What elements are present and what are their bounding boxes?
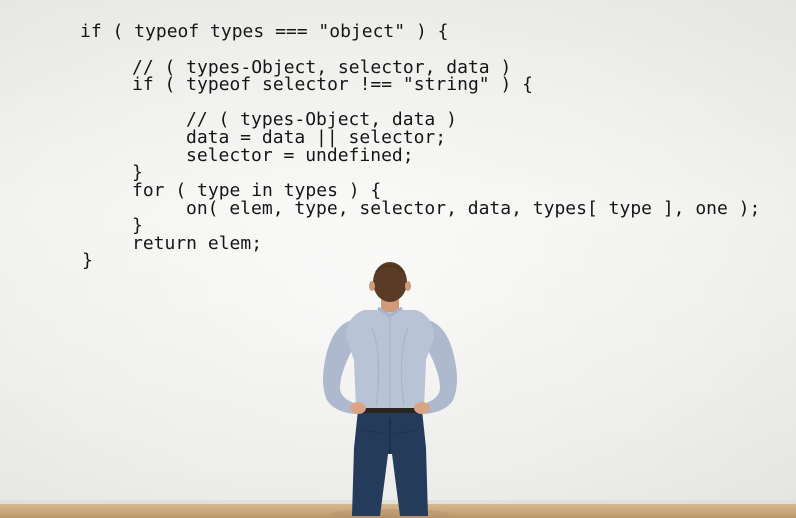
man-standing-figure: [323, 262, 457, 518]
code-line-1: if ( typeof types === "object" ) {: [80, 21, 449, 42]
code-line-6: selector = undefined;: [186, 145, 414, 166]
code-line-11: return elem;: [132, 233, 263, 254]
head-hair: [373, 262, 407, 302]
neck: [381, 298, 399, 312]
floor-shadow: [330, 509, 450, 518]
left-hand: [350, 402, 366, 414]
code-line-7: }: [132, 162, 143, 183]
code-line-4: // ( types-Object, data ): [186, 109, 457, 130]
code-line-12: }: [82, 250, 93, 271]
code-line-5: data = data || selector;: [186, 127, 447, 148]
jeans: [352, 410, 428, 516]
wooden-floor: [0, 504, 796, 518]
right-ear: [405, 281, 411, 291]
code-line-8: for ( type in types ) {: [132, 180, 382, 201]
code-line-9: on( elem, type, selector, data, types[ t…: [186, 198, 761, 219]
code-line-10: }: [132, 215, 143, 236]
right-hand: [414, 402, 430, 414]
code-line-2: // ( types-Object, selector, data ): [132, 57, 512, 78]
code-line-3: if ( typeof selector !== "string" ) {: [132, 74, 533, 95]
baseboard: [0, 500, 796, 504]
left-ear: [369, 281, 375, 291]
